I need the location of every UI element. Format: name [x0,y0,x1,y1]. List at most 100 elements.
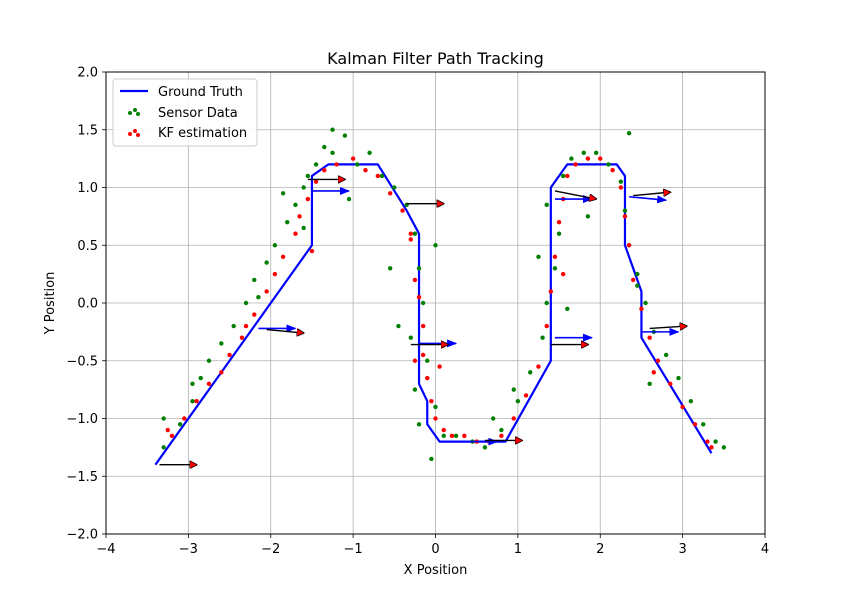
sensor-point [643,300,648,306]
sensor-point [429,456,434,462]
sensor-point [560,173,566,179]
x-tick-label: −2 [261,542,280,557]
kf-point [536,364,541,369]
kf-point [668,381,673,387]
kf-point [416,295,422,300]
sensor-point [206,358,212,363]
y-tick-label: 0.5 [77,239,98,254]
kf-point [363,167,368,173]
sensor-point [264,260,269,265]
sensor-point [285,219,290,225]
sensor-point [396,323,401,329]
kf-point [647,335,652,340]
kf-point [387,191,393,196]
kf-point [375,173,381,179]
sensor-point [161,416,166,421]
kf-point [252,312,257,317]
sensor-point [387,266,393,271]
kf-point [511,416,516,421]
kf-point [305,196,311,202]
legend-sensor-swatch-1 [128,111,132,115]
ground-truth-line [154,163,713,466]
sensor-point [161,445,166,450]
sensor-point [280,191,286,196]
sensor-point [355,162,360,167]
ground-truth-series [154,163,713,466]
kf-point [565,173,570,179]
sensor-point [688,398,694,404]
kf-point [313,179,319,184]
kf-point [610,167,615,173]
sensor-point [565,306,570,311]
sensor-point [701,422,706,427]
kf-point [433,416,438,421]
sensor-point [528,370,533,375]
sensor-point [219,341,224,346]
x-tick-label: −1 [344,542,363,557]
kf-point [322,167,327,173]
kf-point [585,156,591,161]
sensor-point [511,387,516,392]
sensor-point [392,185,397,190]
y-tick-label: 2.0 [77,66,98,81]
kf-point [425,375,430,381]
sensor-point [412,231,418,236]
sensor-point [635,283,640,288]
sensor-point [420,300,426,306]
kf-point [709,445,714,450]
legend-kf-label: KF estimation [158,126,247,141]
sensor-point [490,416,496,421]
kf-point [420,352,426,358]
sensor-point [544,202,549,208]
kf-point [437,364,442,369]
sensor-point [544,300,549,306]
chart-title: Kalman Filter Path Tracking [327,49,544,68]
sensor-point [593,150,599,156]
y-tick-label: −2.0 [66,528,98,543]
kf-point [165,427,170,433]
x-tick-label: −4 [96,542,115,557]
y-tick-label: 0.0 [77,297,98,312]
kf-point [293,231,298,236]
sensor-point [441,433,446,439]
sensor-point [190,381,195,387]
kf-point [206,381,212,387]
ground-truth-heading-arrow [629,195,668,204]
y-axis-label: Y Position [43,272,58,336]
kf-point [655,358,661,363]
kf-point [309,248,315,254]
sensor-point [408,335,413,340]
y-axis-ticks: −2.0 −1.5 −1.0 −0.5 0.0 0.5 1.0 1.5 2.0 [66,66,106,543]
kf-point [544,323,549,329]
sensor-point [647,381,652,387]
sensor-point [198,375,203,381]
kf-point [626,243,632,248]
kf-point [194,398,199,404]
legend-sensor-label: Sensor Data [158,106,238,121]
y-tick-label: 1.5 [77,123,98,138]
sensor-point [540,335,545,340]
sensor-point [569,156,574,161]
kf-point [573,162,578,167]
sensor-point [190,398,195,404]
sensor-point [330,127,335,132]
kf-heading-arrow [649,326,687,328]
x-tick-label: 4 [761,542,769,557]
sensor-point [482,445,488,450]
kf-point [219,370,224,375]
legend-kf-swatch-3 [136,133,140,137]
y-tick-label: 1.0 [77,181,98,196]
kf-point [705,439,710,444]
y-tick-label: −1.5 [66,470,98,485]
sensor-point [721,445,727,450]
sensor-point [177,422,183,427]
sensor-point [515,398,521,404]
sensor-point [346,196,352,202]
sensor-point [433,404,438,410]
kf-point [548,289,554,294]
sensor-point [313,162,319,167]
direction-arrows [159,179,687,464]
sensor-point [330,150,335,156]
kf-point [680,404,685,410]
